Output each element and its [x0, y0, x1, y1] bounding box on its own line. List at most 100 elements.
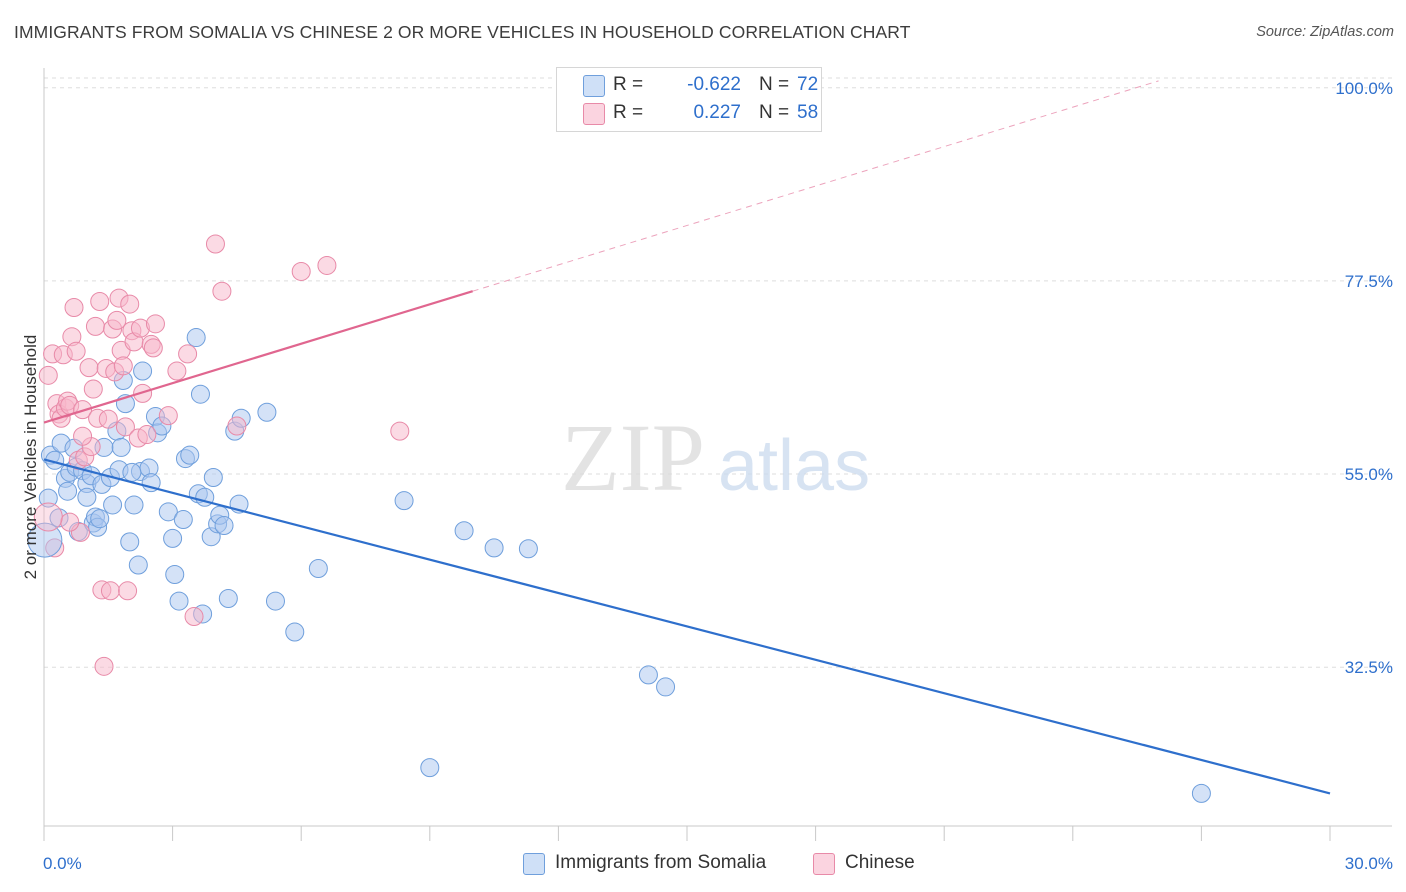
trend-line-chinese: [43, 290, 473, 424]
watermark-atlas: atlas: [718, 426, 870, 506]
y-tick-label: 32.5%: [1345, 658, 1393, 677]
trend-line-somalia: [43, 458, 1331, 795]
y-axis-label: 2 or more Vehicles in Household: [21, 334, 40, 580]
chinese-point: [227, 416, 247, 436]
somalia-point: [158, 502, 178, 522]
y-tick-label: 77.5%: [1345, 272, 1393, 291]
axes: [43, 68, 1392, 841]
chinese-point: [317, 255, 337, 275]
source-attribution: Source: ZipAtlas.com: [1256, 24, 1394, 40]
somalia-point: [173, 510, 193, 530]
trend-lines: [43, 80, 1331, 795]
somalia-point: [218, 589, 238, 609]
chinese-point: [178, 344, 198, 364]
somalia-point: [180, 445, 200, 465]
chinese-point: [90, 292, 110, 312]
chinese-point: [145, 314, 165, 334]
legend-r-label: R =: [613, 102, 644, 123]
somalia-point: [169, 591, 189, 611]
watermark: ZIP atlas: [561, 404, 870, 511]
watermark-zip: ZIP: [561, 404, 705, 511]
chinese-point: [205, 234, 225, 254]
somalia-point: [90, 509, 110, 529]
somalia-point: [58, 481, 78, 501]
chinese-point: [79, 358, 99, 378]
somalia-point: [285, 622, 305, 642]
data-points: [27, 234, 1211, 803]
somalia-point: [186, 328, 206, 348]
chinese-point: [85, 316, 105, 336]
chinese-point: [291, 261, 311, 281]
legend-r-value: -0.622: [687, 74, 741, 95]
somalia-point: [454, 521, 474, 541]
chinese-point: [94, 656, 114, 676]
somalia-point: [133, 361, 153, 381]
somalia-point: [308, 558, 328, 578]
chinese-point: [73, 426, 93, 446]
somalia-point-cluster: [27, 522, 63, 558]
somalia-point: [38, 488, 58, 508]
somalia-point: [518, 539, 538, 559]
somalia-point: [214, 516, 234, 536]
series-swatch-somalia: [523, 853, 545, 875]
chinese-point: [120, 294, 140, 314]
chinese-point: [83, 379, 103, 399]
chinese-point: [100, 581, 120, 601]
somalia-point: [122, 462, 142, 482]
chinese-point: [118, 581, 138, 601]
somalia-point: [484, 538, 504, 558]
chinese-point: [107, 310, 127, 330]
legend-n-value: 58: [797, 102, 819, 123]
correlation-legend: R = -0.622 N = 72 R = 0.227 N = 58: [556, 67, 822, 132]
series-label-chinese: Chinese: [845, 852, 915, 873]
chinese-point: [115, 417, 135, 437]
legend-swatch-chinese: [583, 103, 605, 125]
legend-n-value: 72: [797, 74, 819, 95]
somalia-point: [103, 495, 123, 515]
somalia-point: [163, 528, 183, 548]
chinese-point: [137, 425, 157, 445]
chinese-point: [113, 356, 133, 376]
somalia-point: [77, 487, 97, 507]
trend-line-chinese-extension: [472, 80, 1159, 292]
y-tick-label: 100.0%: [1335, 79, 1393, 98]
legend-r-label: R =: [613, 74, 644, 95]
tick-labels: 32.5% 55.0% 77.5% 100.0% 0.0% 30.0%: [43, 79, 1393, 873]
somalia-point: [656, 677, 676, 697]
chinese-point: [167, 361, 187, 381]
chinese-point: [143, 338, 163, 358]
somalia-point: [394, 491, 414, 511]
x-tick-label-end: 30.0%: [1345, 854, 1393, 873]
somalia-point: [1191, 783, 1211, 803]
somalia-point: [257, 402, 277, 422]
somalia-point: [124, 495, 144, 515]
x-tick-label-start: 0.0%: [43, 854, 82, 873]
series-label-somalia: Immigrants from Somalia: [555, 852, 767, 873]
chinese-point: [66, 341, 86, 361]
somalia-point: [111, 437, 131, 457]
legend-n-label: N =: [759, 102, 790, 123]
chinese-point: [390, 421, 410, 441]
chinese-point: [60, 512, 80, 532]
somalia-point: [420, 758, 440, 778]
legend-r-value: 0.227: [693, 102, 741, 123]
chinese-point: [64, 298, 84, 318]
grid-lines: [44, 77, 1392, 668]
y-tick-label: 55.0%: [1345, 465, 1393, 484]
chinese-point: [184, 607, 204, 627]
chinese-point: [212, 281, 232, 301]
chinese-point-cluster: [33, 502, 63, 532]
legend-n-label: N =: [759, 74, 790, 95]
chinese-point: [98, 409, 118, 429]
somalia-point: [203, 467, 223, 487]
somalia-point: [265, 591, 285, 611]
somalia-point: [190, 384, 210, 404]
chart-title: IMMIGRANTS FROM SOMALIA VS CHINESE 2 OR …: [14, 22, 911, 42]
somalia-point: [638, 665, 658, 685]
somalia-point: [128, 555, 148, 575]
series-swatch-chinese: [813, 853, 835, 875]
legend-swatch-somalia: [583, 75, 605, 97]
somalia-point: [120, 532, 140, 552]
chinese-point: [38, 365, 58, 385]
